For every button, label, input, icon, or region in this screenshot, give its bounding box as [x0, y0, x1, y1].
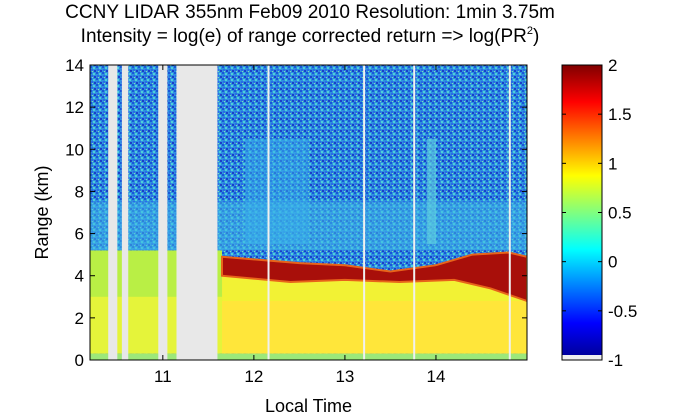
y-tick-label: 14 — [65, 56, 84, 75]
colorbar-gradient — [562, 65, 602, 360]
subtitle-text: Intensity = log(e) of range corrected re… — [80, 26, 527, 47]
cloud-shadow-edge — [426, 138, 436, 245]
colorbar-tick-label: 1 — [608, 154, 617, 173]
y-tick-label: 8 — [75, 182, 84, 201]
x-tick-label: 13 — [335, 367, 354, 386]
plot-frame — [89, 64, 528, 361]
thin-gap-3 — [508, 65, 511, 360]
colorbar-nodata-swatch — [562, 355, 602, 360]
colorbar-tick-label: 1.5 — [608, 105, 632, 124]
thin-gap-0 — [267, 65, 270, 360]
boundary-layer-right-core — [222, 301, 527, 354]
subtitle-superscript: 2 — [526, 25, 533, 37]
y-tick-label: 10 — [65, 140, 84, 159]
x-tick-label: 12 — [244, 367, 263, 386]
thin-gap-1 — [363, 65, 366, 360]
data-gap-0 — [108, 65, 118, 360]
y-tick-label: 6 — [75, 225, 84, 244]
colorbar-tick-label: 0.5 — [608, 204, 632, 223]
elevated-aerosol-layer — [222, 252, 527, 301]
chart-title: CCNY LIDAR 355nm Feb09 2010 Resolution: … — [65, 2, 555, 23]
aerosol-layer-edge — [221, 251, 527, 303]
y-axis-label: Range (km) — [32, 165, 52, 259]
colorbar-tick-label: 2 — [608, 56, 617, 75]
colorbar-tick-label: 0 — [608, 253, 617, 272]
colorbar: 2 1.5 1 0.5 0 -0.5 -1 — [561, 56, 637, 370]
data-gap-2 — [158, 65, 168, 360]
data-gap-1 — [121, 65, 129, 360]
x-tick-label: 11 — [154, 367, 172, 386]
thin-gap-2 — [413, 65, 416, 360]
chart-subtitle: Intensity = log(e) of range corrected re… — [0, 26, 620, 48]
cloud-shadow-region — [244, 138, 309, 245]
x-tick-label: 14 — [426, 367, 445, 386]
subtitle-suffix: ) — [533, 26, 540, 47]
colorbar-tick-label: -1 — [608, 351, 623, 370]
colorbar-tick-label: -0.5 — [608, 302, 637, 321]
y-tick-label: 0 — [75, 351, 84, 370]
surface-layer — [90, 353, 527, 360]
plot-area — [90, 65, 527, 360]
y-tick-label: 12 — [65, 98, 84, 117]
axes: 11 12 13 14 0 2 4 6 8 10 12 14 — [65, 56, 528, 386]
y-tick-label: 4 — [75, 267, 84, 286]
y-tick-label: 2 — [75, 309, 84, 328]
x-axis-label: Local Time — [265, 396, 352, 416]
data-gap-3 — [176, 65, 218, 360]
